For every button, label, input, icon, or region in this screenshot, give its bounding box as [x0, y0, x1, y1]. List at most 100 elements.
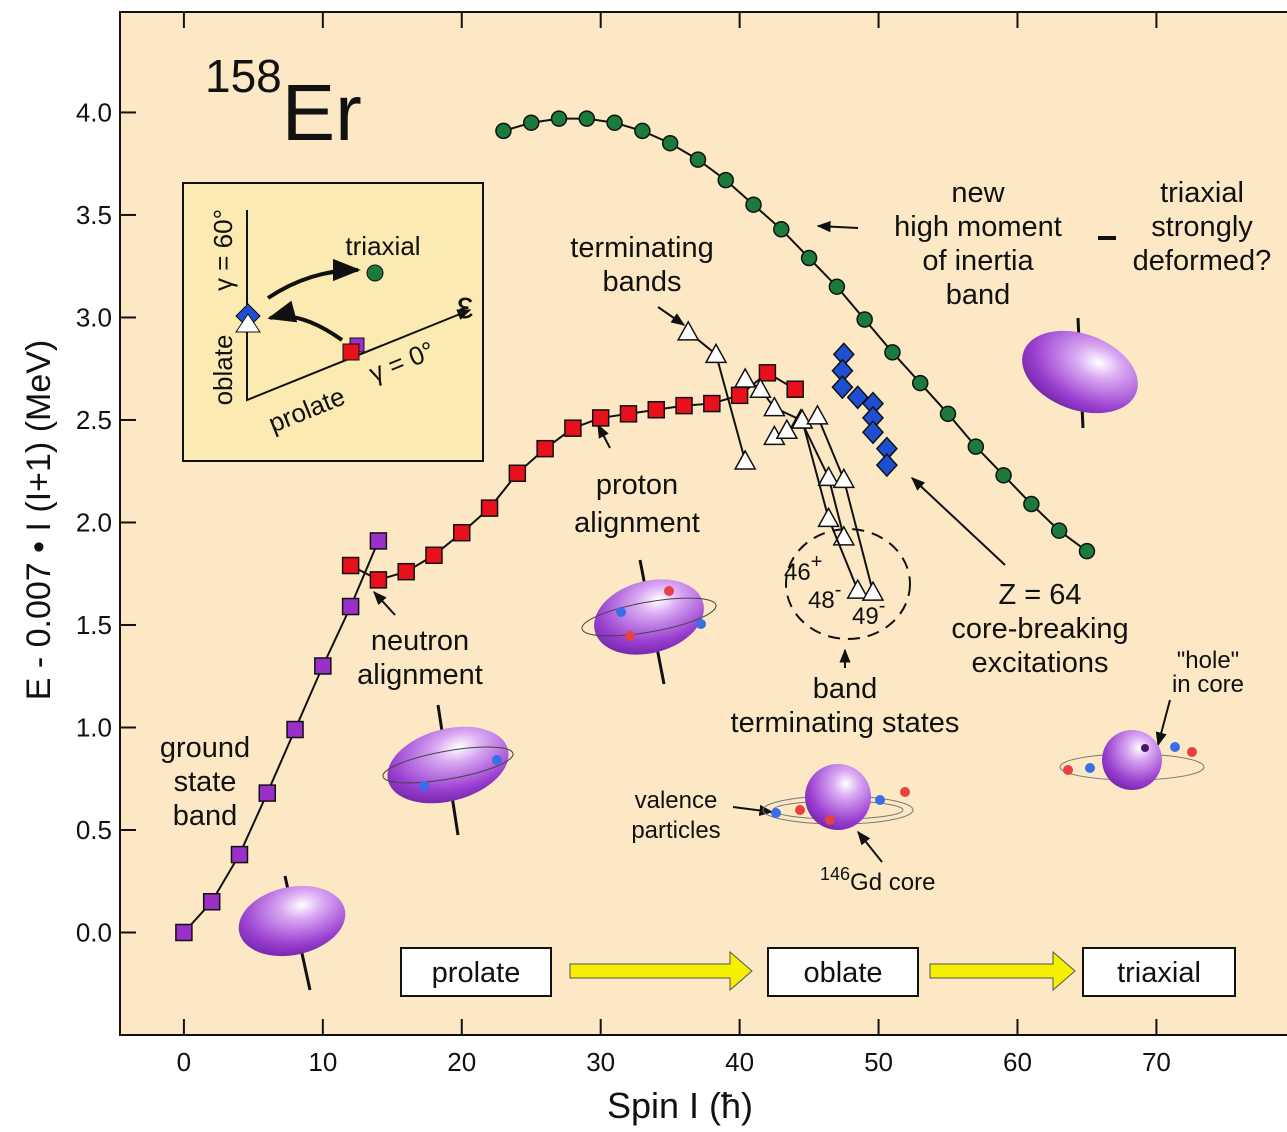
data-point: [369, 571, 388, 589]
data-point: [733, 449, 757, 470]
data-point: [1023, 495, 1040, 513]
title-mass: 158: [205, 50, 282, 102]
data-point: [817, 465, 840, 487]
x-tick-label: 10: [308, 1047, 337, 1077]
y-tick-label: 3.5: [76, 200, 112, 230]
data-point: [634, 122, 651, 140]
data-point: [369, 532, 388, 550]
shape-label: triaxial: [1117, 957, 1201, 989]
annotation: proton: [596, 469, 678, 501]
spin-label: 49-: [852, 595, 885, 630]
data-point: [425, 546, 443, 565]
annotation: strongly: [1151, 211, 1253, 243]
annotation: valence: [635, 787, 718, 814]
data-point: [202, 892, 221, 911]
data-point: [749, 377, 772, 398]
data-point: [967, 438, 985, 455]
data-point: [846, 578, 869, 599]
data-point: [800, 249, 818, 267]
core-text: Gd core: [850, 869, 935, 896]
data-point: [832, 525, 856, 546]
annotation: triaxial: [1160, 177, 1244, 209]
data-point: [676, 320, 700, 341]
data-point: [884, 344, 901, 361]
inset-label: triaxial: [345, 231, 420, 261]
annotation: deformed?: [1133, 245, 1272, 277]
x-tick-label: 50: [864, 1047, 893, 1077]
shape-box: [400, 947, 552, 997]
spin: 46: [784, 559, 811, 586]
data-point: [578, 110, 596, 127]
data-point: [453, 523, 471, 542]
data-point: [703, 394, 721, 413]
x-tick-label: 40: [725, 1047, 754, 1077]
arrow: [597, 423, 611, 449]
y-tick-label: 3.0: [76, 302, 112, 332]
inset-label: oblate: [208, 335, 238, 406]
data-point: [911, 374, 929, 392]
annotation: band: [813, 673, 878, 705]
data-point: [717, 171, 734, 189]
data-point: [661, 134, 679, 152]
parity: -: [879, 595, 886, 617]
y-tick-label: 1.0: [76, 712, 112, 742]
annotation: "hole": [1177, 647, 1239, 674]
arrow: [816, 221, 859, 233]
data-point: [704, 342, 728, 364]
annotation: Z = 64: [998, 579, 1081, 611]
annotation: terminating states: [731, 707, 960, 739]
data-point: [175, 923, 193, 942]
data-point: [1078, 542, 1096, 560]
y-axis-label: E - 0.007 • I (I+1) (MeV): [20, 340, 58, 701]
annotation: alignment: [574, 507, 700, 539]
data-point: [856, 311, 873, 328]
arrow: [857, 830, 883, 863]
data-point: [397, 562, 415, 581]
y-tick-label: 1.5: [76, 610, 112, 640]
data-point: [775, 418, 799, 439]
data-point: [341, 597, 360, 616]
annotation: bands: [602, 266, 681, 298]
y-tick-label: 0.5: [76, 815, 112, 845]
annotation: particles: [631, 817, 720, 844]
series-line: [503, 117, 1088, 552]
y-tick-label: 2.0: [76, 507, 112, 537]
x-tick-label: 30: [586, 1047, 615, 1077]
dashed-circle: [785, 528, 911, 640]
title-element: Er: [282, 68, 362, 157]
data-point: [817, 506, 840, 528]
annotation: neutron: [371, 625, 469, 657]
data-point: [522, 114, 540, 131]
data-point: [831, 375, 854, 400]
arrow: [657, 306, 686, 326]
nucleus-drawings: [238, 317, 1205, 991]
y-tick-label: 0.0: [76, 917, 112, 947]
x-tick-label: 20: [447, 1047, 476, 1077]
shape-box: [1082, 947, 1236, 997]
inset-marker: [235, 313, 261, 333]
data-point: [730, 386, 749, 405]
arrow: [732, 804, 774, 816]
data-point: [828, 278, 846, 295]
annotation: band: [173, 800, 238, 832]
chart-title: 158Er: [205, 50, 362, 157]
core-mass: 146: [820, 864, 850, 884]
annotation: new: [951, 177, 1005, 209]
data-point: [647, 400, 666, 419]
inset-label: ε: [457, 285, 474, 327]
shape-arrow: [929, 950, 1076, 992]
data-point: [846, 385, 869, 410]
inset-marker: [342, 343, 360, 361]
decorations: [182, 182, 1205, 992]
data-point: [591, 409, 610, 427]
data-point: [806, 404, 829, 425]
y-tick-label: 4.0: [76, 97, 112, 127]
data-point: [341, 556, 360, 575]
x-axis-label: Spin I (ħ): [607, 1085, 753, 1126]
spin: 48: [808, 587, 835, 614]
data-point: [733, 367, 757, 388]
annotation: of inertia: [922, 245, 1034, 277]
x-tick-label: 0: [177, 1047, 191, 1077]
data-point: [314, 657, 332, 675]
